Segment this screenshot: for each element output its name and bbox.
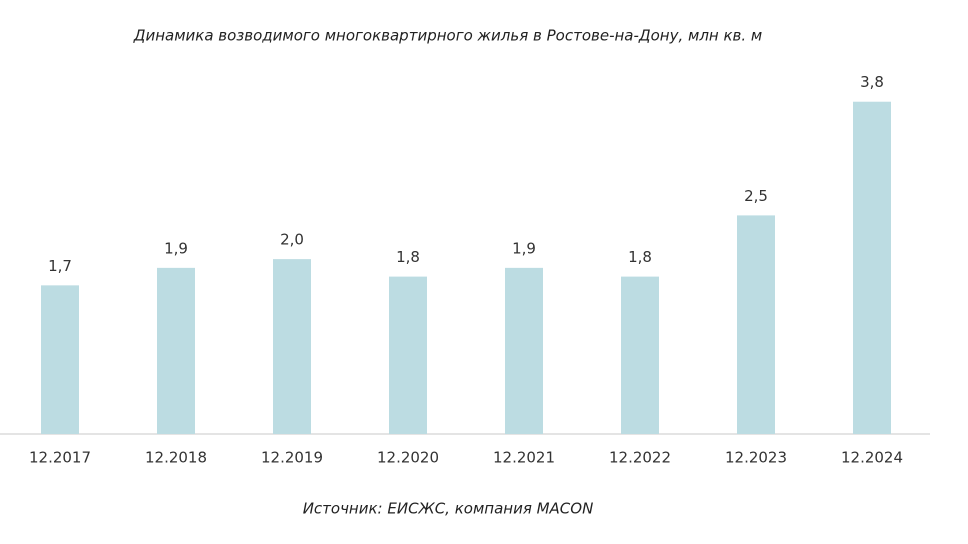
value-label: 1,8 [396,248,420,266]
x-tick-label: 12.2022 [609,449,671,467]
value-label: 1,8 [628,248,652,266]
bar [505,267,543,434]
value-label: 3,8 [860,73,884,91]
bar [621,276,659,434]
bar [273,259,311,434]
value-label: 1,9 [164,239,188,257]
x-tick-label: 12.2018 [145,449,207,467]
bar [41,285,79,434]
value-label: 2,0 [280,231,304,249]
value-label: 1,9 [512,239,536,257]
x-tick-label: 12.2017 [29,449,91,467]
chart-title: Динамика возводимого многоквартирного жи… [133,27,763,45]
bar [157,267,195,434]
bar [853,101,891,434]
bar [737,215,775,434]
x-tick-label: 12.2019 [261,449,323,467]
x-tick-label: 12.2020 [377,449,439,467]
x-tick-label: 12.2024 [841,449,903,467]
source-note: Источник: ЕИСЖС, компания MACON [303,500,594,518]
x-tick-label: 12.2021 [493,449,555,467]
value-label: 2,5 [744,187,768,205]
value-label: 1,7 [48,257,72,275]
x-tick-label: 12.2023 [725,449,787,467]
bar [389,276,427,434]
